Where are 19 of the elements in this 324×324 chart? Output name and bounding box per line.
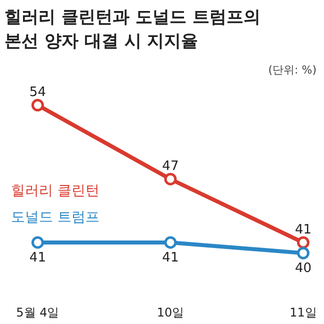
chart-title: 힐러리 클린턴과 도널드 트럼프의 본선 양자 대결 시 지지율 <box>4 8 260 52</box>
text: 힐러리 클린턴 <box>11 182 100 199</box>
point <box>164 236 177 249</box>
point <box>296 246 310 260</box>
data-label: 41 <box>162 250 179 266</box>
chart-subtitle: (단위: %) <box>268 64 317 76</box>
point <box>296 236 310 249</box>
data-label: 40 <box>294 261 312 276</box>
data-label: 41 <box>29 250 46 266</box>
x-tick-label: 11일 <box>290 306 317 320</box>
point <box>164 172 177 186</box>
data-label: 47 <box>162 159 179 174</box>
series-label: 도널드 트럼프 <box>11 210 100 226</box>
point <box>31 98 44 112</box>
x-tick-label: 5월 4일 <box>16 306 60 320</box>
x-tick-label: 10일 <box>156 306 184 320</box>
point <box>31 236 44 249</box>
data-label: 41 <box>294 222 312 238</box>
data-label: 54 <box>29 85 46 100</box>
